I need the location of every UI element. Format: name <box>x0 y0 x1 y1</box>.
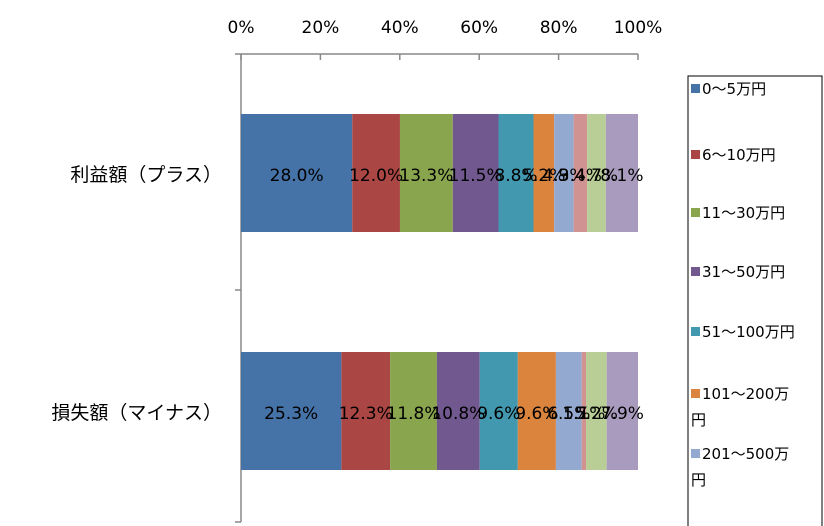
bar-segment <box>554 114 574 232</box>
data-label: 7.9% <box>601 404 644 424</box>
legend-swatch <box>691 449 700 458</box>
data-label: 5.2% <box>575 404 618 424</box>
data-label: 12.0% <box>349 166 403 186</box>
legend-swatch <box>691 267 700 276</box>
data-label: 9.6% <box>477 404 520 424</box>
x-tick-label: 100% <box>614 18 663 38</box>
legend-swatch <box>691 150 700 159</box>
bar-segment <box>581 352 587 470</box>
data-label: 3.4% <box>559 166 602 186</box>
category-label: 損失額（マイナス） <box>51 402 222 424</box>
legend-swatch <box>691 389 700 398</box>
legend-label: 201〜500万円 <box>691 445 789 489</box>
bar-segment <box>573 114 588 232</box>
bar-segment <box>587 114 606 232</box>
data-label: 1.1% <box>562 404 605 424</box>
bar-segment <box>399 114 453 232</box>
bar-segment <box>555 352 582 470</box>
legend-swatch <box>691 208 700 217</box>
data-label: 25.3% <box>264 404 318 424</box>
data-label: 12.3% <box>339 404 393 424</box>
legend-label: 31〜50万円 <box>702 263 785 281</box>
x-tick-label: 80% <box>540 18 578 38</box>
legend-swatch <box>691 84 700 93</box>
legend-label: 51〜100万円 <box>702 323 795 341</box>
x-tick-label: 40% <box>381 18 419 38</box>
bar-segment <box>241 352 342 470</box>
legend: 0〜5万円 6〜10万円 11〜30万円 31〜50万円 51〜100万円 101〜200… <box>687 75 823 526</box>
data-label: 4.7% <box>575 166 618 186</box>
bar-segment <box>517 352 556 470</box>
bar-segment <box>341 352 391 470</box>
x-tick-label: 0% <box>228 18 255 38</box>
x-tick-label: 60% <box>460 18 498 38</box>
legend-label: 11〜30万円 <box>702 204 785 222</box>
bar-segment <box>390 352 437 470</box>
data-label: 13.3% <box>399 166 453 186</box>
data-label: 8.1% <box>600 166 643 186</box>
legend-label: 6〜10万円 <box>702 146 776 164</box>
x-tick-label: 20% <box>302 18 340 38</box>
legend-label: 0〜5万円 <box>702 80 766 98</box>
data-label: 10.8% <box>431 404 485 424</box>
bar-segment <box>352 114 400 232</box>
data-label: 11.8% <box>387 404 441 424</box>
data-label: 6.5% <box>547 404 590 424</box>
legend-box <box>687 75 823 526</box>
bar-segment <box>479 352 518 470</box>
bar-segment <box>452 114 499 232</box>
bar-segment <box>586 352 607 470</box>
legend-swatch <box>691 327 700 336</box>
bar-segment <box>241 114 353 232</box>
data-label: 28.0% <box>270 166 324 186</box>
bar-segment <box>533 114 555 232</box>
bar-segment <box>498 114 534 232</box>
category-label: 利益額（プラス） <box>70 164 222 186</box>
data-label: 9.6% <box>515 404 558 424</box>
data-label: 11.5% <box>449 166 503 186</box>
data-label: 4.9% <box>542 166 585 186</box>
bar-segment <box>606 352 638 470</box>
data-label: 5.2% <box>522 166 565 186</box>
bar-segment <box>436 352 480 470</box>
legend-label: 101〜200万円 <box>691 385 789 429</box>
bar-segment <box>605 114 638 232</box>
data-label: 8.8% <box>494 166 537 186</box>
